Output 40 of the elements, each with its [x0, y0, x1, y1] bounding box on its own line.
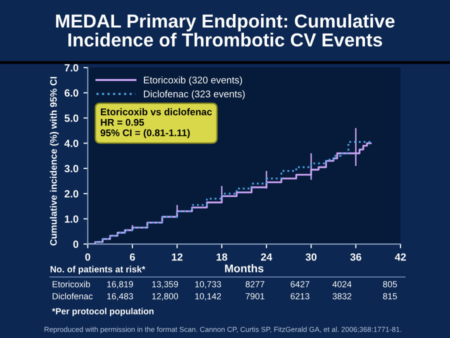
x-tick-label: 0 — [85, 253, 90, 261]
legend-label: Diclofenac (323 events) — [144, 90, 245, 100]
text: 6427 — [290, 281, 310, 288]
x-axis-title: Months — [225, 264, 264, 272]
text: 805 — [383, 281, 397, 288]
x-tick-label: 42 — [394, 253, 406, 261]
text: 10,733 — [195, 281, 221, 288]
text: 4024 — [332, 281, 352, 288]
chart-title: MEDAL Primary Endpoint: Cumulative Incidence of Thrombotic CV Events — [56, 14, 395, 47]
annotation: Etoricoxib vs diclofenac HR = 0.95 95% CI = (0.81-1.11) — [100, 108, 212, 138]
y-tick-label: 5.0 — [64, 114, 78, 122]
text: Diclofenac — [52, 292, 93, 300]
text: 815 — [383, 293, 397, 300]
text: Etoricoxib — [52, 280, 90, 288]
text: 3832 — [332, 293, 352, 300]
text: 10,142 — [195, 293, 221, 300]
x-tick-label: 12 — [172, 253, 182, 261]
x-tick-label: 36 — [350, 253, 362, 261]
text: 6213 — [290, 293, 310, 300]
x-tick-label: 18 — [216, 253, 228, 261]
y-tick-label: 2.0 — [64, 190, 78, 198]
text: 12,800 — [152, 293, 178, 300]
text: 16,819 — [107, 281, 133, 288]
x-tick-label: 6 — [130, 253, 135, 261]
y-tick-label: 1.0 — [64, 215, 78, 223]
y-tick-label: 0 — [73, 240, 78, 248]
text: 8277 — [246, 281, 264, 288]
y-axis-title: Cumulative incidence (%) with 95% CI — [50, 76, 59, 246]
text: No. of patients at risk* — [50, 266, 146, 274]
text: *Per protocol population — [52, 308, 154, 316]
y-tick-label: 6.0 — [64, 89, 78, 97]
x-tick-label: 24 — [261, 253, 272, 261]
y-tick-label: 7.0 — [64, 64, 78, 72]
text: 7901 — [246, 293, 264, 300]
text: 13,359 — [152, 281, 178, 288]
text: 16,483 — [107, 293, 133, 300]
y-tick-label: 3.0 — [64, 164, 78, 172]
legend-label: Etoricoxib (320 events) — [144, 76, 242, 86]
x-tick-label: 30 — [306, 253, 317, 261]
y-tick-label: 4.0 — [64, 140, 78, 148]
